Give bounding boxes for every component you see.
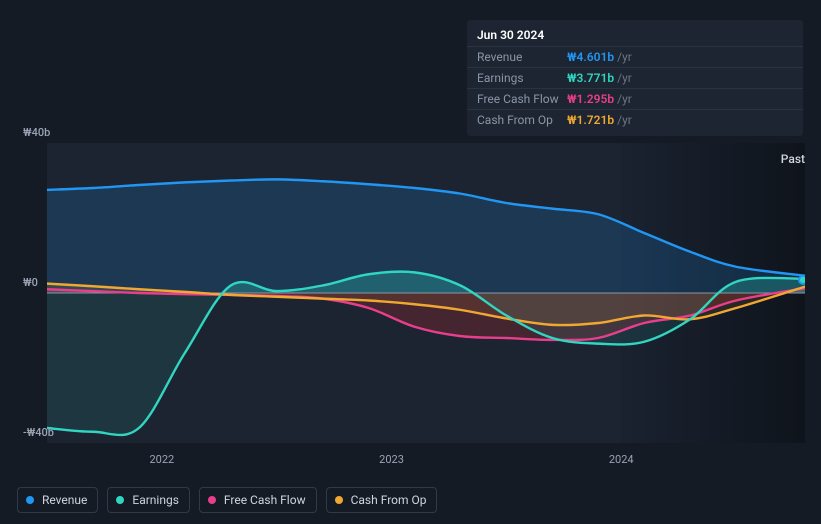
legend-dot-icon — [26, 496, 34, 504]
legend-item[interactable]: Revenue — [17, 487, 98, 513]
legend-item[interactable]: Earnings — [107, 487, 190, 513]
tooltip-row: Revenue₩4.601b/yr — [467, 46, 803, 67]
legend-label: Earnings — [132, 493, 179, 507]
tooltip-row: Free Cash Flow₩1.295b/yr — [467, 88, 803, 109]
tooltip-metric-label: Revenue — [477, 50, 567, 64]
y-axis-label: ₩40b — [23, 126, 50, 139]
past-label: Past — [781, 152, 805, 166]
y-axis-label: -₩40b — [23, 426, 54, 439]
tooltip-metric-value: ₩3.771b — [567, 71, 614, 85]
tooltip-unit: /yr — [617, 92, 632, 106]
chart-tooltip: Jun 30 2024 Revenue₩4.601b/yrEarnings₩3.… — [467, 20, 803, 136]
tooltip-metric-value: ₩1.295b — [567, 92, 614, 106]
x-axis-label: 2023 — [379, 453, 404, 466]
legend-label: Free Cash Flow — [224, 493, 306, 507]
tooltip-metric-label: Earnings — [477, 71, 567, 85]
tooltip-date: Jun 30 2024 — [467, 26, 803, 46]
tooltip-unit: /yr — [617, 71, 632, 85]
financials-chart: ₩40b ₩0 -₩40b 2022 2023 2024 Past — [17, 125, 805, 470]
chart-legend: Revenue Earnings Free Cash Flow Cash From O… — [17, 487, 437, 513]
tooltip-metric-label: Free Cash Flow — [477, 92, 567, 106]
legend-dot-icon — [116, 496, 124, 504]
legend-item[interactable]: Free Cash Flow — [199, 487, 317, 513]
tooltip-metric-value: ₩4.601b — [567, 50, 614, 64]
x-axis-label: 2024 — [609, 453, 634, 466]
chart-plot-area — [47, 143, 805, 443]
tooltip-unit: /yr — [617, 50, 632, 64]
legend-dot-icon — [208, 496, 216, 504]
legend-dot-icon — [335, 496, 343, 504]
current-point-marker — [799, 276, 805, 284]
legend-label: Revenue — [42, 493, 87, 507]
y-axis-label: ₩0 — [23, 276, 38, 289]
tooltip-row: Earnings₩3.771b/yr — [467, 67, 803, 88]
legend-label: Cash From Op — [351, 493, 427, 507]
x-axis-label: 2022 — [149, 453, 174, 466]
legend-item[interactable]: Cash From Op — [326, 487, 438, 513]
